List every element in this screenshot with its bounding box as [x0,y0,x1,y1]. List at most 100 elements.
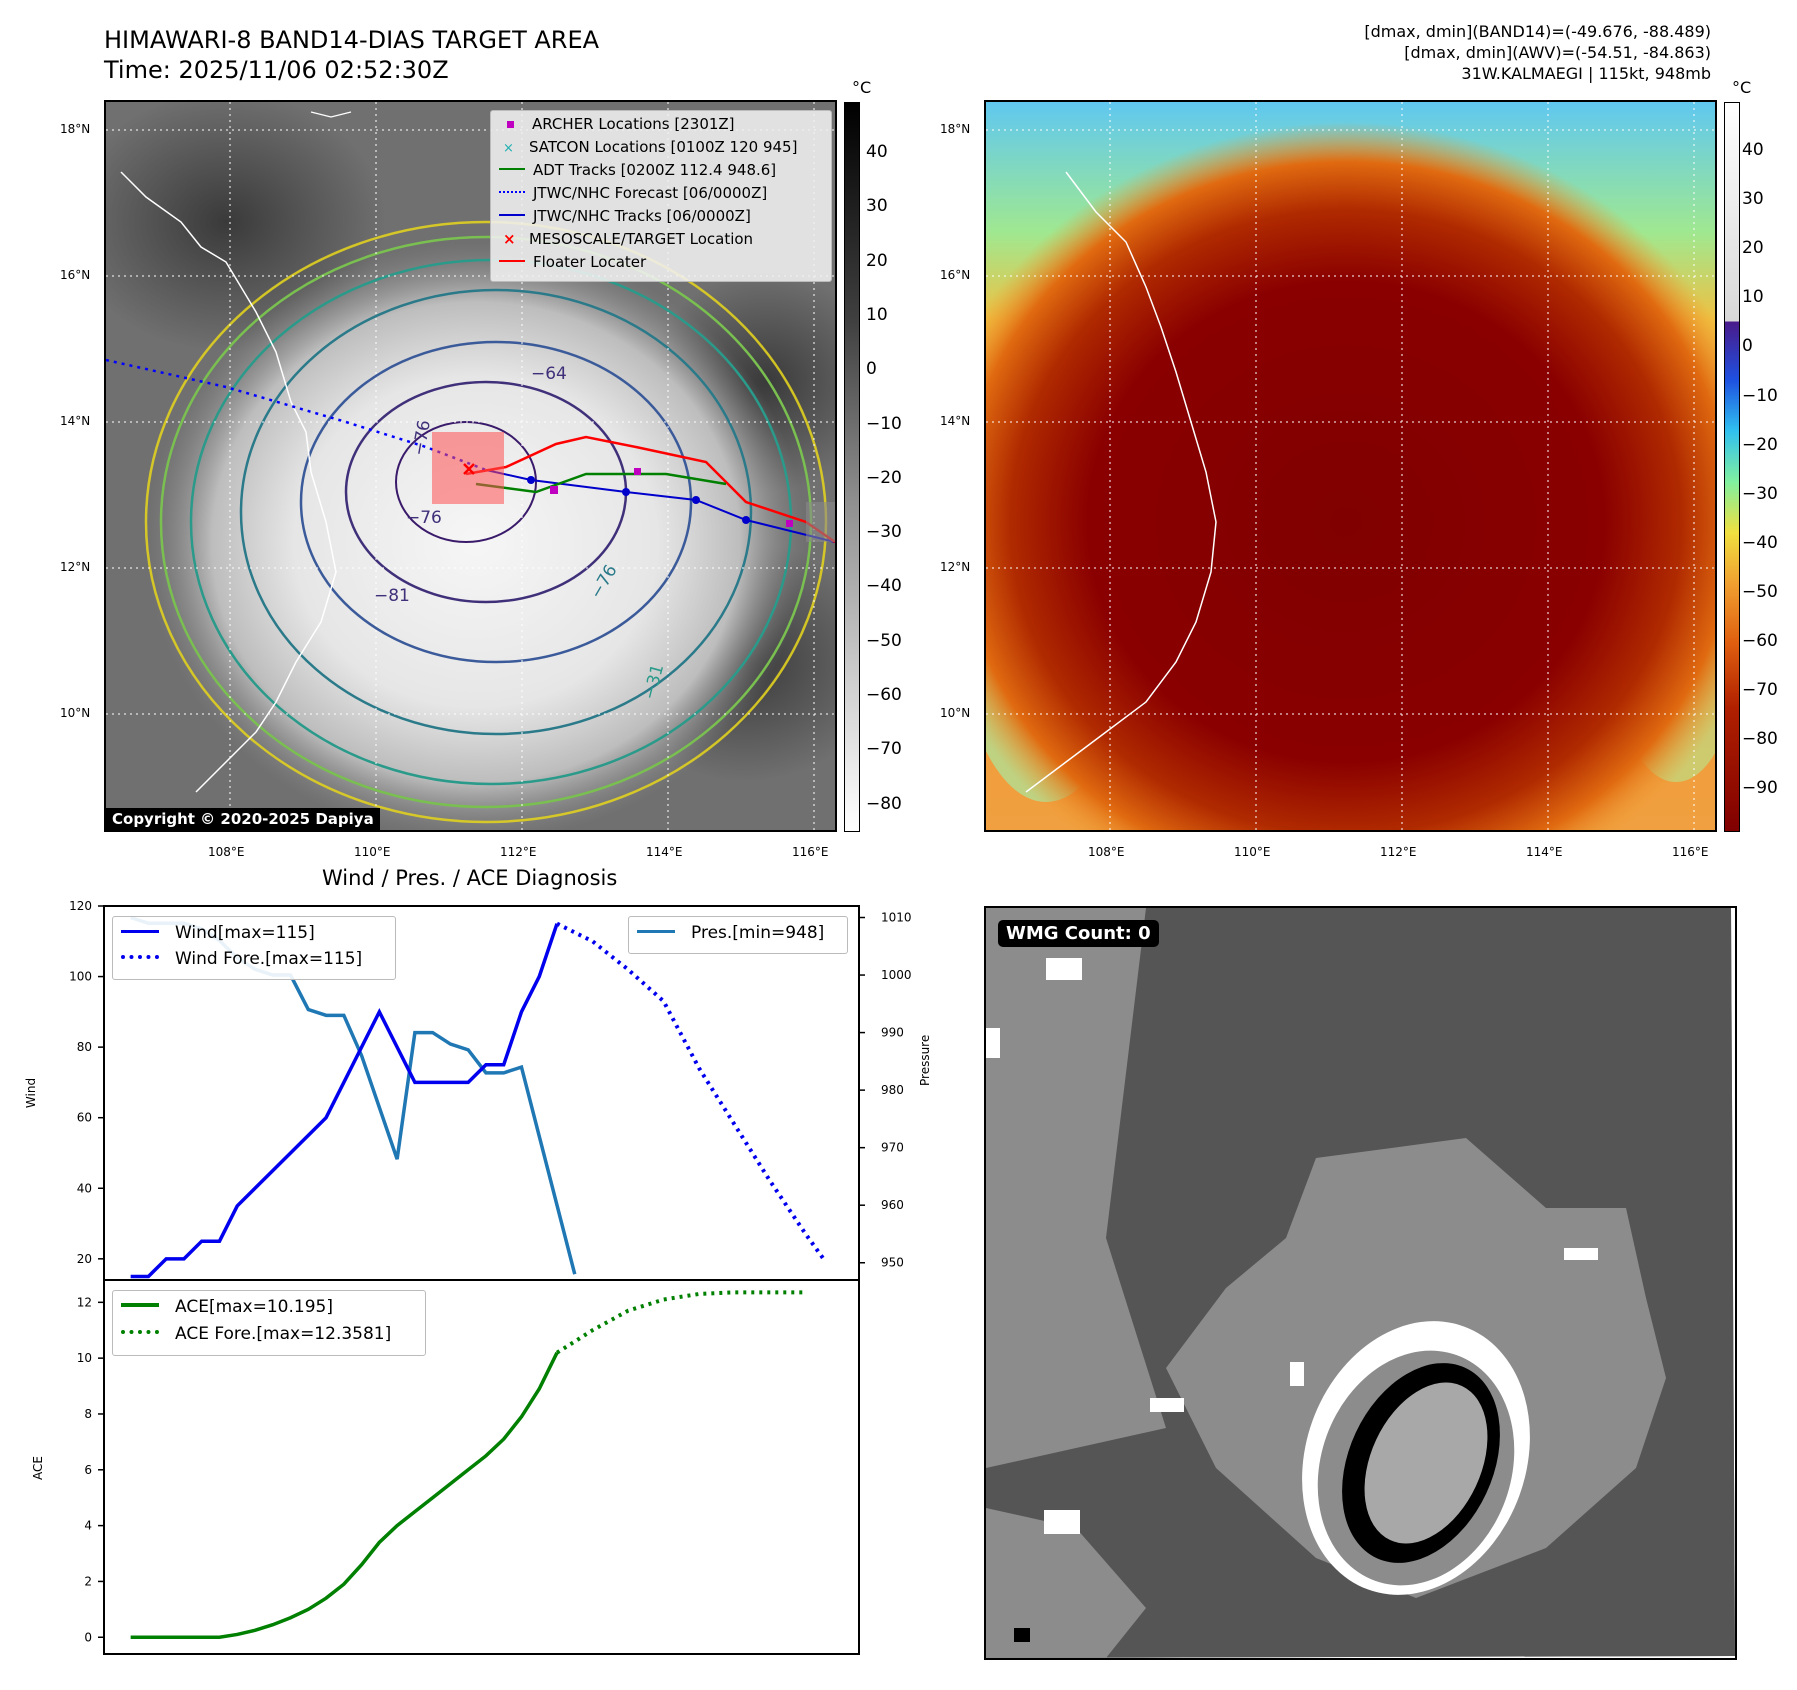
color-colorbar-tick: −10 [1742,385,1778,406]
lon-label: 112°E [500,845,537,859]
gray-colorbar-tick: 40 [866,142,888,162]
gray-colorbar-tick: −20 [866,467,902,488]
gray-colorbar-tick: −10 [866,413,902,434]
color-colorbar-tick: −20 [1742,434,1778,455]
lon-label: 110°E [1234,845,1271,859]
legend-jtwc-tracks: JTWC/NHC Tracks [06/0000Z] [499,207,751,225]
legend-wind: Wind[max=115] [121,923,315,943]
ace-tick-label: 0 [84,1630,92,1644]
pres-tick-label: 960 [881,1198,904,1212]
wind-fore-line-icon [121,955,159,959]
adt-line-icon [499,168,525,170]
legend-archer: ARCHER Locations [2301Z] [499,115,735,133]
page-title: HIMAWARI-8 BAND14-DIAS TARGET AREA [104,26,600,54]
color-colorbar-tick: −30 [1742,483,1778,504]
ace-tick-label: 6 [84,1463,92,1477]
color-colorbar-tick: −80 [1742,729,1778,750]
lon-label: 114°E [1526,845,1563,859]
ace-fore-line-icon [121,1330,159,1334]
gray-colorbar-tick: 30 [866,196,888,217]
lat-label: 16°N [60,268,91,282]
color-colorbar-tick: −90 [1742,778,1778,799]
ace-tick-label: 4 [84,1519,92,1533]
ace-tick-label: 12 [77,1295,92,1309]
lat-label: 16°N [940,268,971,282]
mesoscale-marker-icon: × [503,230,516,248]
color-colorbar-tick: −40 [1742,532,1778,553]
wind-tick-label: 100 [69,970,92,984]
color-colorbar [1724,102,1740,832]
gray-colorbar-tick: 0 [866,359,877,380]
legend-wind-fore: Wind Fore.[max=115] [121,949,362,969]
color-colorbar-tick: 0 [1742,336,1753,357]
contour-label: −64 [531,364,567,384]
lon-label: 108°E [208,845,245,859]
gray-colorbar-tick: −40 [866,576,902,597]
wind-line-icon [121,930,159,933]
lon-label: 108°E [1088,845,1125,859]
diagnosis-chart: 20 40 60 80 100 120 950 960 970 980 990 1000 1010 0… [24,899,912,1655]
color-colorbar-unit: °C [1732,78,1752,97]
pres-tick-label: 970 [881,1141,904,1155]
ace-forecast-series-line [555,1290,806,1355]
ace-line-icon [121,1303,159,1307]
pres-legend: Pres.[min=948] [628,916,848,954]
pressure-axis-label-html: Pressure [918,1034,932,1086]
ace-legend: ACE[max=10.195] ACE Fore.[max=12.3581] [112,1290,426,1356]
lat-label: 18°N [60,122,91,136]
ace-tick-label: 8 [84,1407,92,1421]
color-colorbar-tick: 30 [1742,189,1764,210]
contour-label: −76 [406,508,442,528]
gray-colorbar-tick: −60 [866,685,902,705]
info-line-3: 31W.KALMAEGI | 115kt, 948mb [1461,64,1711,83]
wmg-count-badge: WMG Count: 0 [998,920,1159,947]
wind-tick-label: 80 [77,1040,92,1054]
pres-tick-label: 950 [881,1256,904,1270]
page-time: Time: 2025/11/06 02:52:30Z [104,56,449,84]
ace-tick-label: 10 [77,1351,92,1365]
map-legend: ARCHER Locations [2301Z] × SATCON Locatio… [490,110,832,282]
ir-map-panel: −64 −76 −76 −81 −76 −31 ARCHER Locations… [104,100,837,832]
gray-colorbar-tick: −30 [866,522,902,543]
copyright-label: Copyright © 2020-2025 Dapiya [106,808,380,830]
lon-label: 110°E [354,845,391,859]
contour-label: −81 [374,586,410,606]
pres-tick-label: 1000 [881,968,912,982]
wind-tick-label: 120 [69,899,92,913]
lat-label: 12°N [940,560,971,574]
legend-ace-fore: ACE Fore.[max=12.3581] [121,1324,391,1344]
wind-series-line [130,923,559,1279]
color-colorbar-tick: −70 [1742,680,1778,701]
lat-label: 10°N [60,706,91,720]
wind-legend: Wind[max=115] Wind Fore.[max=115] [112,916,396,980]
legend-jtwc-forecast: JTWC/NHC Forecast [06/0000Z] [499,184,767,202]
ace-axes-frame [103,1279,860,1655]
legend-satcon: × SATCON Locations [0100Z 120 945] [503,138,798,156]
pres-tick-label: 990 [881,1026,904,1040]
gray-colorbar-tick: −70 [866,739,902,760]
archer-marker-icon [507,121,514,128]
wind-forecast-series-line [556,921,826,1260]
lat-label: 12°N [60,560,91,574]
gray-colorbar-tick: 10 [866,304,888,325]
lat-label: 10°N [940,706,971,720]
track-line-icon [499,214,525,216]
wind-tick-label: 20 [77,1252,92,1266]
color-map-image [986,102,1715,830]
color-colorbar-tick: 40 [1742,140,1764,160]
legend-floater: Floater Locater [499,253,646,271]
pres-tick-label: 1010 [881,911,912,925]
forecast-line-icon [499,191,525,193]
gray-colorbar [844,102,860,832]
chart-title: Wind / Pres. / ACE Diagnosis [322,866,618,890]
lat-label: 14°N [940,414,971,428]
lat-label: 18°N [940,122,971,136]
color-colorbar-tick: 20 [1742,238,1764,259]
ace-tick-label: 2 [84,1574,92,1588]
legend-mesoscale: × MESOSCALE/TARGET Location [503,230,754,248]
pres-tick-label: 980 [881,1083,904,1097]
info-line-1: [dmax, dmin](BAND14)=(-49.676, -88.489) [1364,22,1711,41]
lat-label: 14°N [60,414,91,428]
lon-label: 112°E [1380,845,1417,859]
floater-line-icon [499,260,525,262]
